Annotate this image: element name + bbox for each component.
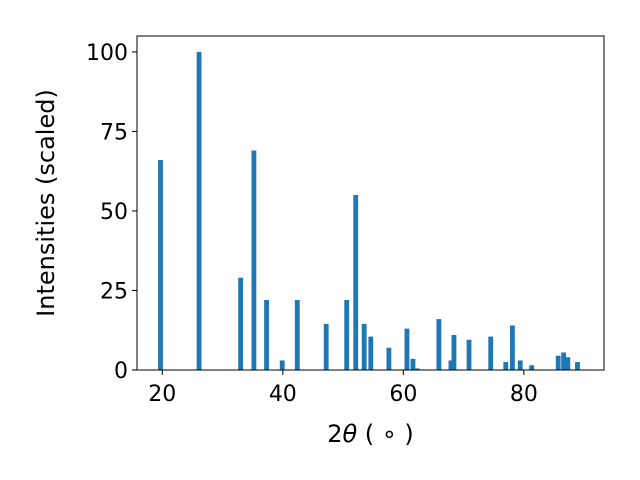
bar-1 bbox=[196, 51, 202, 371]
bar-27 bbox=[565, 357, 571, 370]
y-tick-label-1: 25 bbox=[100, 279, 128, 304]
y-tick-label-4: 100 bbox=[86, 41, 128, 66]
x-tick-label-0: 20 bbox=[148, 382, 176, 407]
bar-14 bbox=[410, 358, 416, 370]
y-axis-label: Intensities (scaled) bbox=[32, 89, 60, 317]
bar-23 bbox=[517, 360, 523, 370]
x-tick-label-1: 40 bbox=[269, 382, 297, 407]
y-tick-label-2: 50 bbox=[100, 200, 128, 225]
bar-9 bbox=[353, 195, 359, 370]
bar-18 bbox=[451, 335, 457, 370]
x-axis-label-theta: θ bbox=[342, 420, 357, 448]
x-axis-label: 2θ ( ∘ ) bbox=[327, 420, 414, 448]
bar-0 bbox=[158, 160, 163, 370]
x-tick-label-2: 60 bbox=[389, 382, 417, 407]
bar-5 bbox=[279, 360, 285, 370]
bar-7 bbox=[323, 323, 329, 370]
bar-10 bbox=[361, 323, 367, 370]
axes-frame bbox=[136, 35, 605, 371]
bar-8 bbox=[344, 300, 350, 370]
bar-21 bbox=[503, 362, 509, 370]
x-tick-label-3: 80 bbox=[510, 382, 538, 407]
x-axis-label-unit: ( ∘ ) bbox=[357, 420, 414, 448]
bar-16 bbox=[436, 319, 442, 370]
bar-19 bbox=[466, 339, 472, 370]
bar-12 bbox=[386, 347, 392, 370]
bar-25 bbox=[555, 355, 561, 370]
bar-20 bbox=[488, 336, 494, 370]
y-tick-label-3: 75 bbox=[100, 120, 128, 145]
bar-11 bbox=[368, 336, 374, 370]
y-axis-ticks: 0 25 50 75 100 bbox=[86, 41, 137, 384]
bar-15 bbox=[414, 368, 420, 370]
bar-3 bbox=[251, 150, 257, 370]
x-axis-ticks: 20 40 60 80 bbox=[148, 370, 538, 407]
bar-28 bbox=[575, 362, 580, 370]
bar-22 bbox=[509, 325, 515, 370]
bar-13 bbox=[404, 328, 410, 370]
bar-6 bbox=[294, 300, 300, 370]
bar-24 bbox=[529, 365, 535, 370]
bars-group bbox=[158, 51, 580, 371]
bar-2 bbox=[238, 277, 244, 370]
y-tick-label-0: 0 bbox=[114, 359, 128, 384]
bar-26 bbox=[561, 352, 567, 370]
x-axis-label-prefix: 2 bbox=[327, 420, 342, 448]
bar-17 bbox=[448, 360, 454, 370]
bar-4 bbox=[264, 300, 269, 370]
